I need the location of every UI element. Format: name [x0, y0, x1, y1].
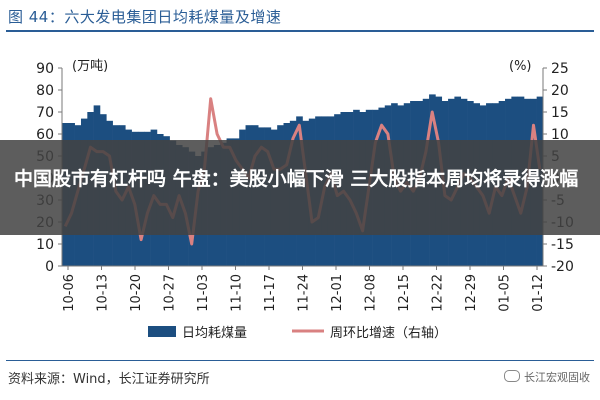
- headline-text[interactable]: 中国股市有杠杆吗 午盘：美股小幅下滑 三大股指本周均将录得涨幅: [14, 168, 579, 190]
- legend-line-label: 周环比增速（右轴）: [330, 326, 447, 341]
- legend: 日均耗煤量 周环比增速（右轴）: [148, 326, 447, 341]
- source-divider: [6, 360, 594, 361]
- x-tick-label: 12-22: [431, 274, 446, 312]
- x-tick-label: 01-05: [498, 274, 513, 312]
- left-tick-label: 70: [36, 105, 54, 121]
- headline-overlay[interactable]: 中国股市有杠杆吗 午盘：美股小幅下滑 三大股指本周均将录得涨幅: [0, 140, 600, 235]
- title-divider: [6, 30, 594, 32]
- right-tick-label: -15: [551, 237, 574, 253]
- watermark: 长江宏观固收: [504, 369, 590, 385]
- x-tick-label: 12-01: [330, 274, 345, 312]
- x-tick-label: 10-27: [163, 274, 178, 312]
- right-tick-label: 10: [551, 127, 569, 143]
- left-tick-label: 10: [36, 237, 54, 253]
- x-tick-label: 11-03: [196, 274, 211, 312]
- x-tick-label: 11-24: [297, 274, 312, 312]
- x-tick-label: 10-13: [96, 274, 111, 312]
- x-tick-label: 12-15: [397, 274, 412, 312]
- x-tick-label: 12-08: [364, 274, 379, 312]
- source-note: 资料来源：Wind，长江证券研究所: [8, 372, 210, 387]
- x-tick-label: 10-20: [129, 274, 144, 312]
- legend-bar-swatch: [148, 326, 176, 337]
- x-tick-label: 10-06: [62, 274, 77, 312]
- figure-title: 图 44：六大发电集团日均耗煤量及增速: [8, 8, 282, 26]
- x-tick-label: 11-17: [263, 274, 278, 312]
- right-tick-label: -20: [551, 259, 574, 275]
- x-tick-label: 12-29: [464, 274, 479, 312]
- wechat-icon: [504, 370, 520, 382]
- right-axis-unit: (%): [509, 59, 532, 74]
- legend-bar-label: 日均耗煤量: [182, 326, 247, 341]
- left-tick-label: 80: [36, 83, 54, 99]
- left-tick-label: 90: [36, 61, 54, 77]
- right-tick-label: 20: [551, 83, 569, 99]
- left-axis-unit: (万吨): [72, 59, 108, 74]
- left-tick-label: 0: [45, 259, 54, 275]
- x-tick-label: 11-10: [230, 274, 245, 312]
- x-tick-label: 01-12: [531, 274, 546, 312]
- watermark-text: 长江宏观固收: [524, 371, 590, 384]
- right-tick-label: 25: [551, 61, 569, 77]
- right-tick-label: 15: [551, 105, 569, 121]
- left-tick-label: 60: [36, 127, 54, 143]
